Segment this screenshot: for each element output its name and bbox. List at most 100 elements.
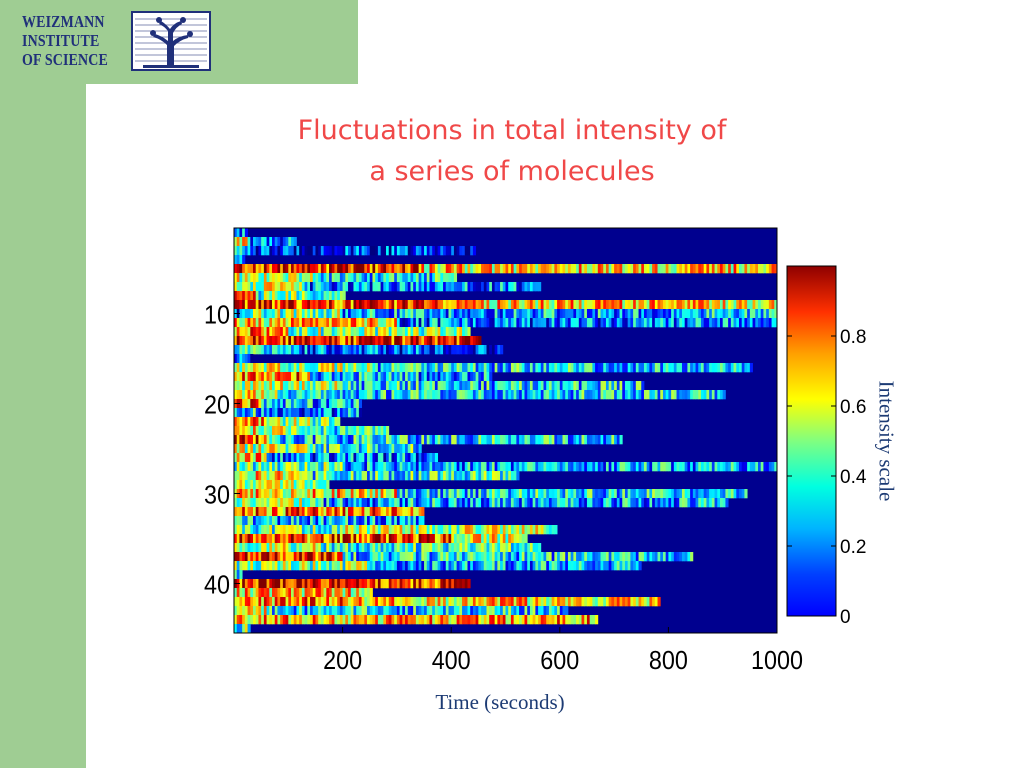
heatmap-cell: [318, 498, 322, 508]
heatmap-cell: [619, 318, 623, 328]
heatmap-cell: [348, 381, 352, 391]
heatmap-cell: [396, 543, 401, 553]
heatmap-cell: [611, 390, 615, 400]
heatmap-cell: [282, 471, 286, 481]
heatmap-cell: [304, 534, 308, 544]
heatmap-cell: [665, 498, 669, 508]
heatmap-cell: [280, 399, 284, 409]
heatmap-cell: [429, 453, 433, 463]
heatmap-cell: [372, 318, 376, 328]
heatmap-cell: [315, 453, 319, 463]
heatmap-cell: [418, 489, 422, 499]
heatmap-cell: [274, 606, 278, 616]
heatmap-cell: [719, 489, 724, 499]
heatmap-cell: [277, 444, 281, 454]
heatmap-cell: [470, 525, 474, 535]
heatmap-cell: [345, 561, 349, 571]
heatmap-cell: [337, 435, 341, 445]
heatmap-cell: [277, 399, 281, 409]
heatmap-cell: [288, 399, 292, 409]
heatmap-cell: [513, 525, 517, 535]
heatmap-cell: [491, 282, 496, 292]
heatmap-cell: [429, 327, 433, 337]
heatmap-cell: [421, 471, 425, 481]
heatmap-cell: [611, 300, 615, 310]
heatmap-cell: [502, 282, 506, 292]
heatmap-cell: [380, 282, 384, 292]
heatmap-cell: [478, 561, 482, 571]
heatmap-cell: [619, 363, 623, 373]
heatmap-cell: [611, 561, 615, 571]
heatmap-cell: [244, 543, 248, 553]
heatmap-cell: [345, 588, 349, 598]
heatmap-cell: [730, 489, 734, 499]
heatmap-cell: [557, 309, 561, 319]
heatmap-cell: [339, 264, 343, 274]
heatmap-cell: [383, 426, 387, 436]
heatmap-cell: [288, 588, 292, 598]
heatmap-cell: [429, 264, 433, 274]
heatmap-cell: [285, 390, 289, 400]
heatmap-cell: [554, 597, 558, 607]
heatmap-cell: [307, 426, 311, 436]
heatmap-cell: [516, 597, 520, 607]
heatmap-cell: [410, 363, 414, 373]
heatmap-cell: [239, 525, 243, 535]
heatmap-cell: [318, 588, 322, 598]
heatmap-cell: [323, 498, 327, 508]
heatmap-cell: [730, 318, 734, 328]
heatmap-cell: [331, 507, 335, 517]
heatmap-cell: [323, 264, 327, 274]
heatmap-cell: [274, 399, 278, 409]
heatmap-cell: [293, 300, 297, 310]
logo-wordmark: WEIZMANN INSTITUTE OF SCIENCE: [22, 12, 111, 69]
heatmap-cell: [426, 615, 430, 625]
heatmap-cell: [733, 462, 737, 472]
heatmap-cell: [394, 525, 398, 535]
heatmap-cell: [348, 453, 352, 463]
heatmap-cell: [386, 345, 390, 355]
heatmap-cell: [445, 390, 449, 400]
heatmap-cell: [432, 327, 436, 337]
heatmap-cell: [293, 480, 297, 490]
heatmap-cell: [589, 597, 593, 607]
heatmap-cell: [312, 588, 316, 598]
heatmap-cell: [334, 507, 338, 517]
heatmap-cell: [562, 615, 566, 625]
heatmap-cell: [380, 363, 384, 373]
heatmap-cell: [337, 588, 341, 598]
heatmap-cell: [426, 471, 430, 481]
heatmap-cell: [546, 381, 550, 391]
heatmap-cell: [361, 372, 365, 382]
heatmap-cell: [616, 597, 620, 607]
heatmap-cell: [470, 552, 474, 562]
heatmap-cell: [478, 336, 482, 346]
heatmap-cell: [481, 489, 485, 499]
heatmap-cell: [274, 507, 278, 517]
title-line-1: Fluctuations in total intensity of: [297, 115, 727, 146]
heatmap-cell: [293, 417, 297, 427]
heatmap-cell: [367, 516, 371, 526]
heatmap-cell: [272, 453, 276, 463]
heatmap-cell: [540, 435, 544, 445]
heatmap-cell: [755, 264, 759, 274]
heatmap-cell: [543, 264, 547, 274]
heatmap-cell: [315, 282, 319, 292]
heatmap-cell: [646, 489, 650, 499]
heatmap-cell: [434, 372, 439, 382]
heatmap-cell: [388, 579, 392, 589]
heatmap-cell: [280, 417, 284, 427]
heatmap-cell: [255, 417, 259, 427]
heatmap-cell: [456, 552, 460, 562]
heatmap-cell: [285, 327, 289, 337]
heatmap-cell: [258, 345, 262, 355]
heatmap-cell: [437, 327, 441, 337]
heatmap-cell: [432, 264, 436, 274]
heatmap-cell: [234, 327, 238, 337]
heatmap-cell: [247, 345, 251, 355]
heatmap-cell: [426, 579, 430, 589]
heatmap-cell: [348, 264, 352, 274]
heatmap-cell: [291, 552, 295, 562]
heatmap-cell: [445, 300, 449, 310]
heatmap-cell: [326, 579, 330, 589]
